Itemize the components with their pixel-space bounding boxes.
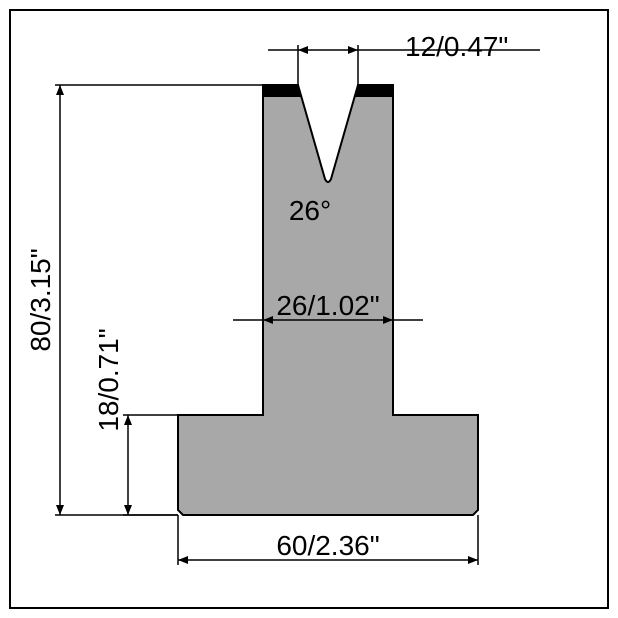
v-notch-angle-label: 26° bbox=[289, 195, 331, 226]
v-notch-right-edge bbox=[355, 85, 393, 97]
dim-width-notch: 12/0.47" bbox=[268, 31, 540, 85]
dim-height-total-label: 80/3.15" bbox=[25, 248, 56, 351]
v-notch-left-edge bbox=[263, 85, 301, 97]
dim-height-base-label: 18/0.71" bbox=[93, 328, 124, 431]
dim-width-base: 60/2.36" bbox=[178, 515, 478, 565]
dim-width-notch-label: 12/0.47" bbox=[405, 31, 508, 62]
dim-width-base-label: 60/2.36" bbox=[276, 530, 379, 561]
dim-width-stem-label: 26/1.02" bbox=[276, 290, 379, 321]
dim-width-stem: 26/1.02" bbox=[233, 290, 423, 324]
dim-height-base: 18/0.71" bbox=[93, 328, 178, 515]
